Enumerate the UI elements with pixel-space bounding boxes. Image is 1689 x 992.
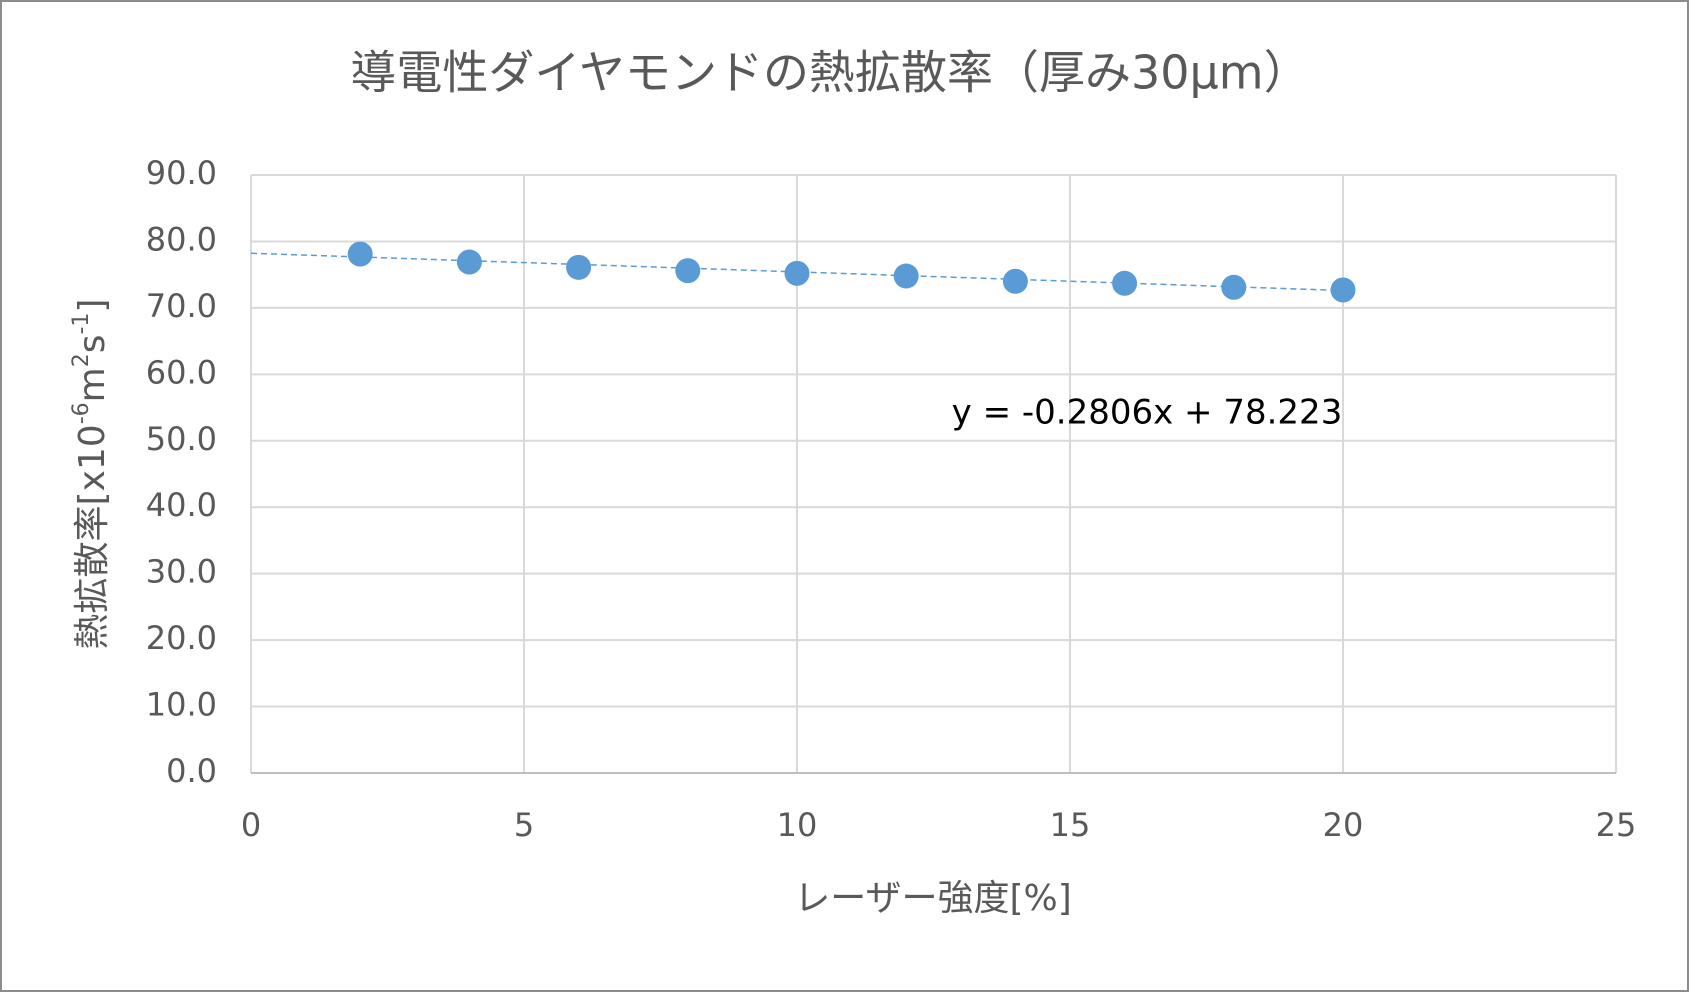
y-tick-label: 0.0 <box>166 752 217 790</box>
y-axis-label-part: m <box>72 367 113 402</box>
data-point <box>1221 274 1247 300</box>
y-tick-label: 50.0 <box>146 420 217 458</box>
y-axis-label-part: -1 <box>69 313 94 335</box>
data-point <box>893 263 919 289</box>
y-axis-label-part: 2 <box>69 353 94 367</box>
y-tick-label: 80.0 <box>146 220 217 258</box>
trendline-label: y = -0.2806x + 78.223 <box>952 393 1343 433</box>
data-point <box>784 260 810 286</box>
x-tick-label: 25 <box>1596 806 1637 844</box>
data-point <box>1002 268 1028 294</box>
x-tick-label: 20 <box>1323 806 1364 844</box>
y-tick-label: 60.0 <box>146 353 217 391</box>
trendline <box>250 252 1344 292</box>
y-tick-label: 40.0 <box>146 486 217 524</box>
y-axis-label-part: ] <box>72 299 113 313</box>
data-point <box>347 241 373 267</box>
y-axis-label-part: -6 <box>69 402 94 424</box>
data-point <box>1112 270 1138 296</box>
y-tick-label: 30.0 <box>146 553 217 591</box>
data-point <box>675 258 701 284</box>
data-point <box>566 254 592 280</box>
y-tick-label: 20.0 <box>146 619 217 657</box>
chart-title: 導電性ダイヤモンドの熱拡散率（厚み30μm） <box>350 46 1309 100</box>
y-tick-label: 70.0 <box>146 287 217 325</box>
x-axis-label: レーザー強度[%] <box>794 878 1072 919</box>
y-tick-label: 90.0 <box>146 154 217 192</box>
y-tick-label: 10.0 <box>146 686 217 724</box>
y-axis-label-part: 熱拡散率[x10 <box>72 424 113 649</box>
x-tick-label: 5 <box>514 806 534 844</box>
y-axis-label: 熱拡散率[x10-6m2s-1] <box>69 299 114 650</box>
data-point <box>1330 277 1356 303</box>
x-tick-label: 15 <box>1050 806 1091 844</box>
y-axis-label-part: s <box>72 335 113 354</box>
data-point <box>456 249 482 275</box>
x-tick-label: 10 <box>777 806 818 844</box>
x-tick-label: 0 <box>241 806 261 844</box>
